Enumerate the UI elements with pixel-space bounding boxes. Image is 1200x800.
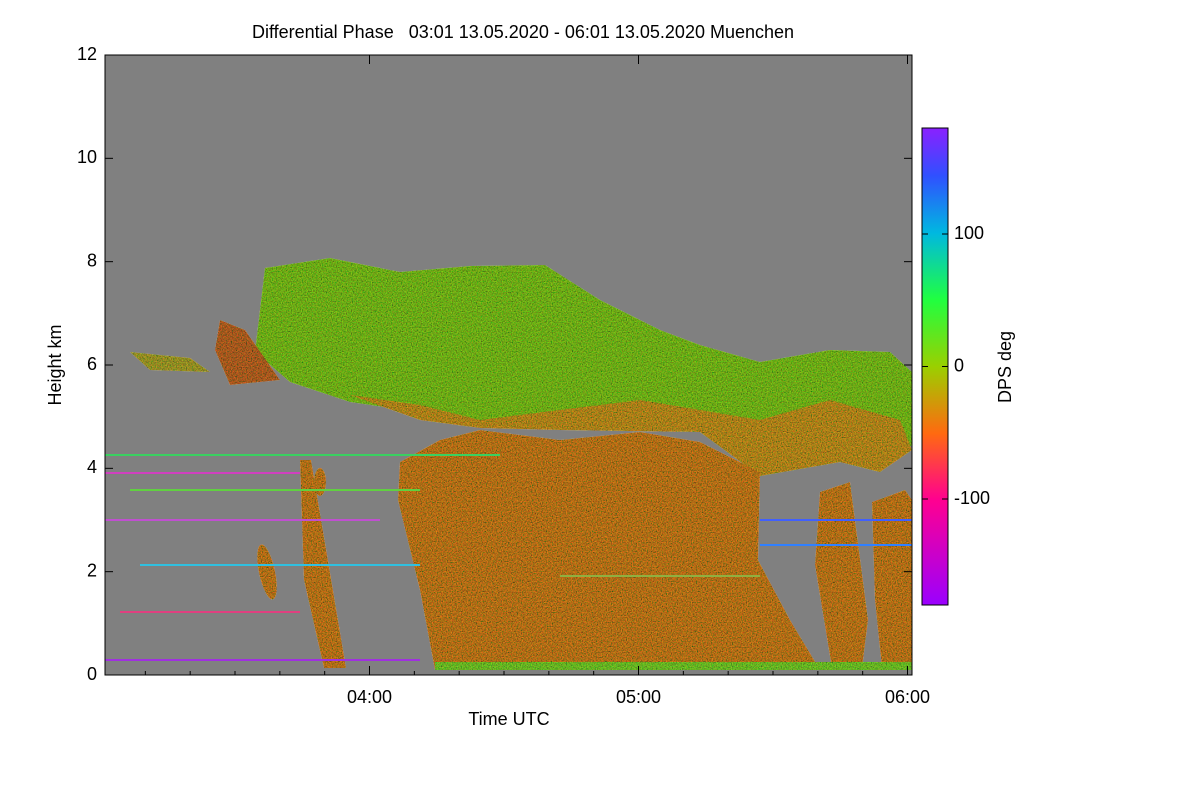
x-tick-label: 06:00	[885, 687, 930, 707]
x-axis-label: Time UTC	[468, 709, 549, 729]
plot-area	[105, 55, 912, 675]
y-tick-label: 8	[87, 250, 97, 270]
x-tick-label: 05:00	[616, 687, 661, 707]
y-tick-label: 4	[87, 457, 97, 477]
y-tick-label: 2	[87, 560, 97, 580]
y-tick-label: 10	[77, 147, 97, 167]
echo	[130, 258, 912, 670]
y-tick-label: 12	[77, 44, 97, 64]
chart-title: Differential Phase 03:01 13.05.2020 - 06…	[252, 22, 794, 42]
clutter	[105, 454, 912, 661]
y-tick-label: 6	[87, 354, 97, 374]
y-axis-label: Height km	[45, 324, 65, 405]
colorbar-tick-label: -100	[954, 488, 990, 508]
y-tick-label: 0	[87, 664, 97, 684]
colorbar-tick-label: 0	[954, 355, 964, 375]
x-tick-label: 04:00	[347, 687, 392, 707]
colorbar-label: DPS deg	[995, 331, 1015, 403]
colorbar-tick-label: 100	[954, 223, 984, 243]
